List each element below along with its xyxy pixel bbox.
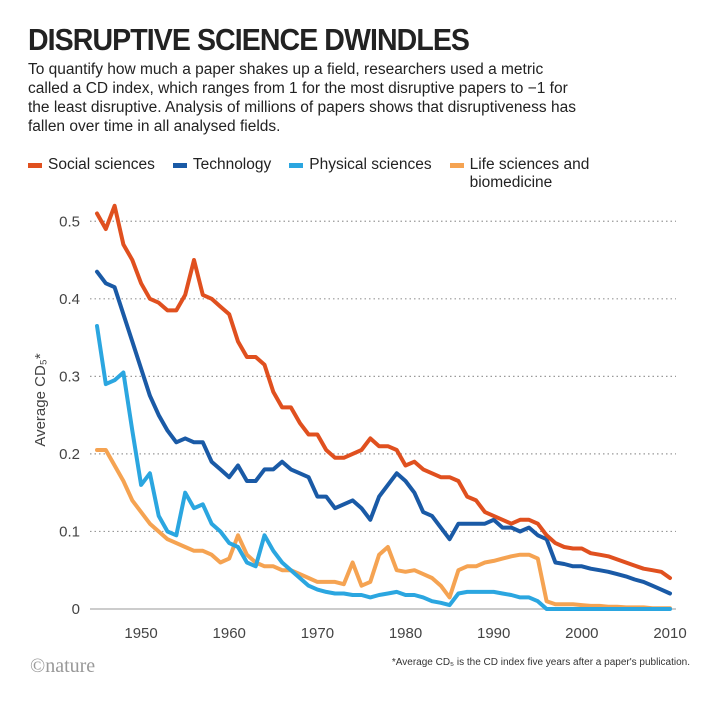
legend: Social sciences Technology Physical scienc…	[28, 156, 610, 192]
y-tick-label: 0.3	[59, 368, 80, 385]
x-tick-label: 1950	[124, 625, 157, 642]
y-tick-label: 0.2	[59, 446, 80, 463]
footnote: *Average CD₅ is the CD index five years …	[391, 657, 690, 668]
chart-title: DISRUPTIVE SCIENCE DWINDLES	[28, 22, 470, 57]
legend-item: Technology	[172, 156, 272, 192]
legend-label: Physical sciences	[309, 156, 432, 173]
x-tick-label: 2000	[565, 625, 598, 642]
legend-swatch	[289, 163, 304, 168]
legend-swatch	[449, 163, 464, 168]
x-tick-label: 1990	[477, 625, 510, 642]
source-logo: ©nature	[30, 655, 96, 677]
chart-subtitle: To quantify how much a paper shakes up a…	[28, 61, 576, 135]
line-series	[95, 448, 672, 611]
x-tick-label: 2010	[653, 625, 686, 642]
legend-swatch	[28, 163, 42, 168]
legend-label: Life sciences and biomedicine	[469, 156, 590, 191]
y-tick-label: 0.5	[59, 213, 80, 230]
legend-label: Technology	[192, 156, 272, 173]
y-tick-label: 0.4	[59, 291, 80, 308]
line-series	[95, 324, 672, 611]
legend-item: Life sciences and biomedicine	[449, 156, 610, 192]
line-series	[95, 203, 672, 580]
y-axis-label: Average CD₅*	[32, 353, 49, 446]
x-tick-label: 1980	[389, 625, 422, 642]
line-series	[95, 269, 672, 596]
legend-swatch	[172, 163, 187, 168]
legend-item: Physical sciences	[289, 156, 432, 192]
y-tick-label: 0	[72, 601, 80, 618]
x-tick-label: 1960	[213, 625, 246, 642]
x-tick-label: 1970	[301, 625, 334, 642]
legend-label: Social sciences	[48, 156, 155, 173]
y-tick-label: 0.1	[59, 523, 80, 540]
legend-item: Social sciences	[28, 156, 155, 192]
